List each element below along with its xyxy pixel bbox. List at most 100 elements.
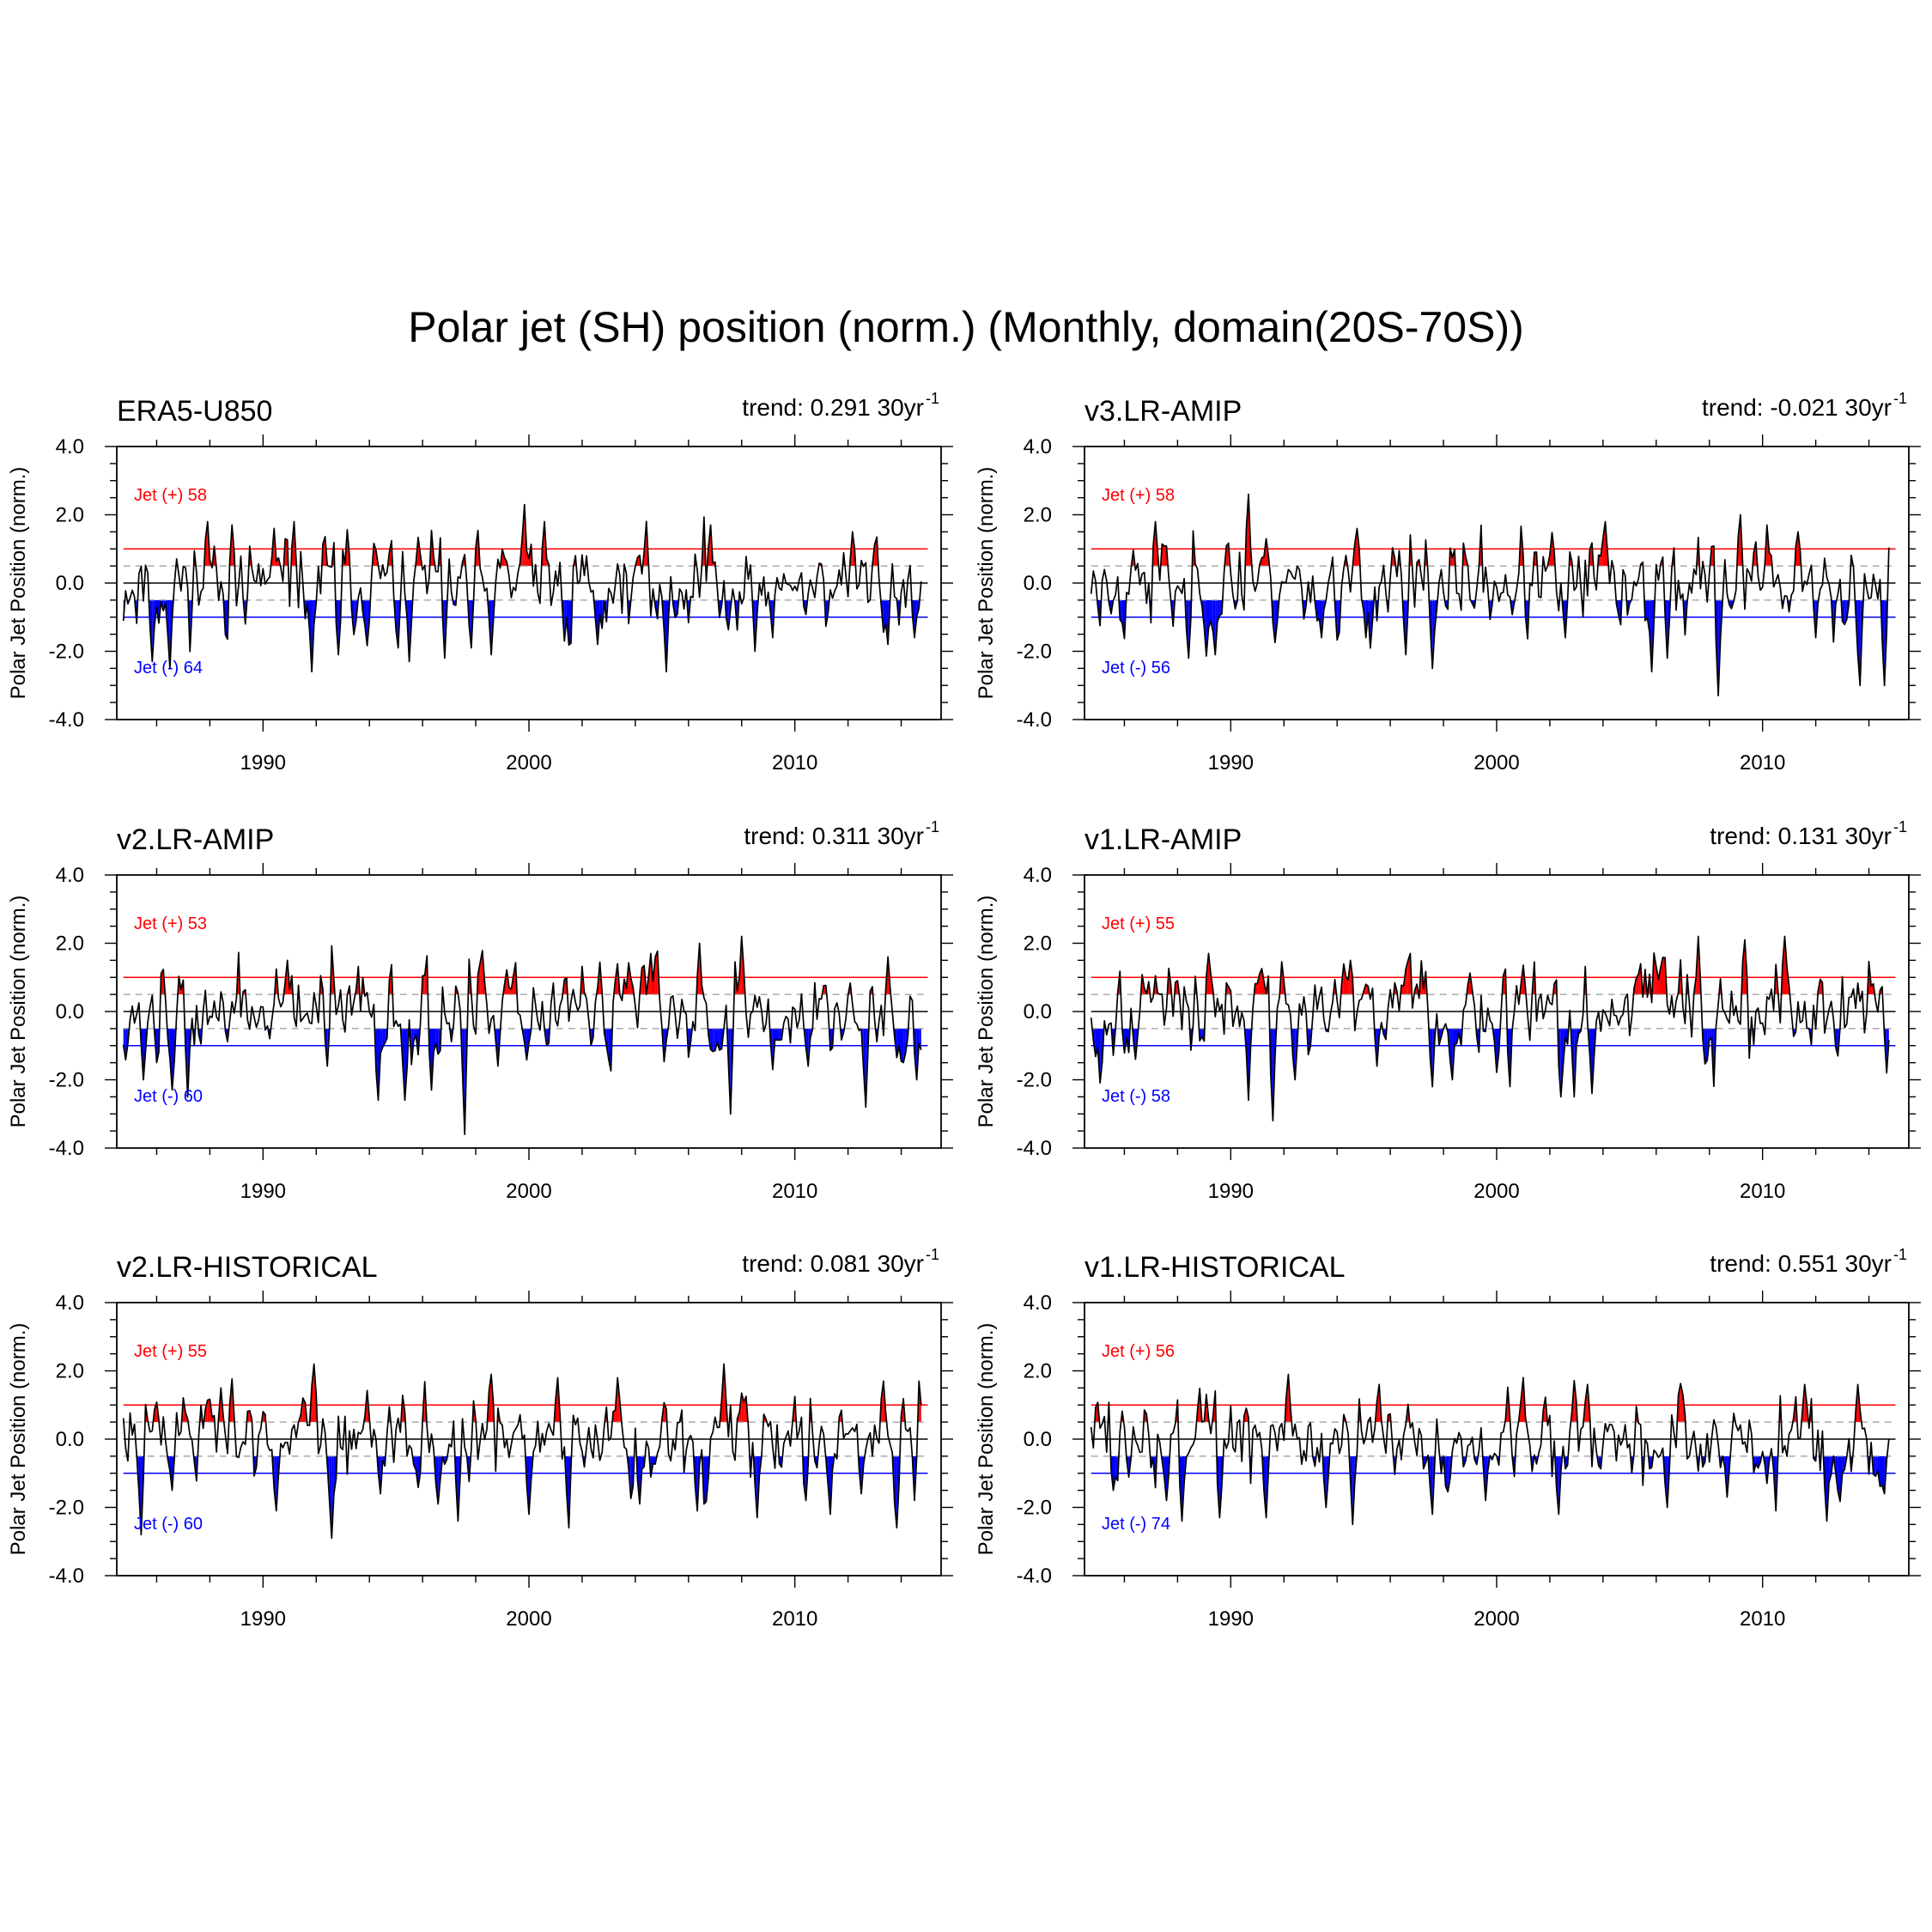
y-axis-label: Polar Jet Position (norm.) <box>7 467 30 700</box>
panel-title: v2.LR-HISTORICAL <box>117 1251 378 1284</box>
y-tick-label: -2.0 <box>1017 641 1052 664</box>
x-tick-label: 1990 <box>240 1180 286 1203</box>
negative-fill <box>1873 1455 1876 1477</box>
trend-exponent: -1 <box>1893 818 1907 835</box>
y-tick-label: -4.0 <box>49 1564 84 1588</box>
negative-fill <box>719 1028 722 1050</box>
y-tick-label: 0.0 <box>1024 572 1052 595</box>
negative-fill <box>435 1455 439 1504</box>
negative-fill <box>1317 599 1320 621</box>
negative-fill <box>1649 1455 1652 1469</box>
panel-title: v2.LR-AMIP <box>117 823 274 856</box>
series-line <box>1090 935 1890 1122</box>
figure-title: Polar jet (SH) position (norm.) (Monthly… <box>408 303 1524 351</box>
negative-fill <box>1455 1028 1457 1045</box>
x-tick-label: 2000 <box>506 1607 551 1631</box>
positive-fill <box>641 965 645 995</box>
negative-count-label: Jet (-) 64 <box>134 659 203 677</box>
negative-fill <box>274 1455 276 1511</box>
trend-text: trend: 0.131 30yr <box>1710 823 1892 849</box>
positive-fill <box>564 977 567 995</box>
trend-text: trend: -0.021 30yr <box>1702 394 1892 421</box>
y-tick-label: -2.0 <box>49 1497 84 1520</box>
negative-count-label: Jet (-) 60 <box>134 1515 203 1534</box>
negative-fill <box>1115 1455 1118 1481</box>
y-tick-label: -2.0 <box>1017 1069 1052 1092</box>
positive-count-label: Jet (+) 56 <box>1102 1342 1175 1361</box>
positive-fill <box>1407 953 1411 995</box>
negative-fill <box>413 1455 416 1470</box>
positive-fill <box>1636 974 1639 995</box>
positive-fill <box>154 1402 157 1423</box>
positive-fill <box>1343 963 1346 995</box>
y-tick-label: -4.0 <box>1017 1564 1052 1588</box>
x-tick-label: 1990 <box>1208 1607 1254 1631</box>
y-axis-label: Polar Jet Position (norm.) <box>975 467 998 700</box>
negative-fill <box>1100 1028 1103 1084</box>
positive-fill <box>1346 976 1349 995</box>
negative-fill <box>1211 599 1213 632</box>
positive-fill <box>422 975 425 995</box>
plot-area <box>1090 1373 1896 1526</box>
plot-area <box>1090 935 1896 1122</box>
x-tick-label: 2000 <box>1473 1607 1519 1631</box>
trend-exponent: -1 <box>1893 390 1907 407</box>
negative-fill <box>703 1455 707 1504</box>
x-tick-label: 2010 <box>1740 1180 1785 1203</box>
y-tick-label: -2.0 <box>49 1069 84 1092</box>
y-tick-label: 2.0 <box>56 1360 84 1383</box>
positive-count-label: Jet (+) 55 <box>134 1342 207 1361</box>
negative-count-label: Jet (-) 58 <box>1102 1087 1170 1106</box>
positive-fill <box>1871 983 1874 995</box>
y-tick-label: 2.0 <box>1024 504 1052 527</box>
negative-fill <box>1448 1455 1450 1492</box>
positive-fill <box>1738 514 1741 567</box>
positive-fill <box>1598 555 1601 567</box>
y-tick-label: -4.0 <box>49 1137 84 1160</box>
plot-area <box>122 935 928 1135</box>
positive-fill <box>205 521 208 567</box>
plot-area <box>122 1363 928 1540</box>
negative-fill <box>717 1028 720 1050</box>
negative-fill <box>568 599 571 646</box>
y-tick-label: -4.0 <box>1017 708 1052 732</box>
negative-fill <box>726 599 729 630</box>
x-tick-label: 2000 <box>506 1180 551 1203</box>
positive-fill <box>489 1374 492 1423</box>
x-tick-label: 1990 <box>240 751 286 775</box>
panel-title: v1.LR-AMIP <box>1084 823 1242 856</box>
y-tick-label: -2.0 <box>49 641 84 664</box>
positive-count-label: Jet (+) 58 <box>134 486 207 505</box>
positive-fill <box>285 538 288 567</box>
trend-exponent: -1 <box>1893 1246 1907 1263</box>
trend-text: trend: 0.551 30yr <box>1710 1250 1892 1277</box>
trend-exponent: -1 <box>926 818 939 835</box>
x-tick-label: 2000 <box>1473 1180 1519 1203</box>
negative-fill <box>225 599 228 640</box>
series-line <box>122 1363 922 1540</box>
negative-fill <box>775 1028 777 1041</box>
panel-title: ERA5-U850 <box>117 395 272 428</box>
positive-fill <box>312 1364 314 1423</box>
chart-panel: 4.0 2.0 0.0 -2.0 -4.0 1990 2000 2010 Polar Jet P… <box>7 390 953 775</box>
x-tick-label: 2010 <box>772 1607 817 1631</box>
negative-fill <box>396 599 398 648</box>
x-tick-label: 2010 <box>772 751 817 775</box>
y-tick-label: 2.0 <box>56 504 84 527</box>
negative-fill <box>1212 599 1216 655</box>
negative-fill <box>894 1455 897 1528</box>
positive-count-label: Jet (+) 55 <box>1102 914 1175 933</box>
negative-fill <box>1755 1455 1759 1468</box>
y-tick-label: 4.0 <box>1024 435 1052 459</box>
panel-title: v1.LR-HISTORICAL <box>1084 1251 1346 1284</box>
chart-panel: 4.0 2.0 0.0 -2.0 -4.0 1990 2000 2010 Polar Jet P… <box>975 1246 1921 1631</box>
negative-fill <box>333 1455 337 1494</box>
y-tick-label: 2.0 <box>1024 933 1052 956</box>
negative-count-label: Jet (-) 74 <box>1102 1515 1170 1534</box>
negative-fill <box>1618 599 1621 625</box>
negative-fill <box>896 1028 899 1058</box>
y-tick-label: 0.0 <box>56 1428 84 1451</box>
x-tick-label: 1990 <box>1208 1180 1254 1203</box>
x-tick-label: 1990 <box>1208 751 1254 775</box>
